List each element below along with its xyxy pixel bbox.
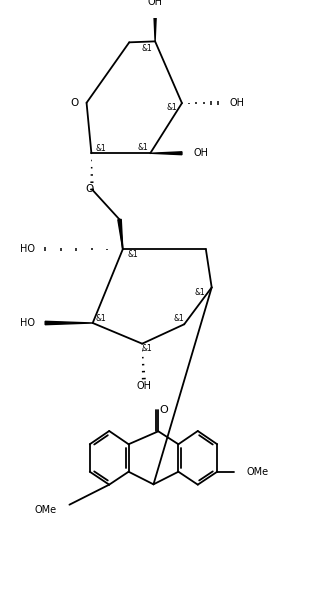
Text: &1: &1 bbox=[174, 314, 185, 323]
Polygon shape bbox=[118, 219, 123, 249]
Text: O: O bbox=[160, 405, 169, 415]
Text: OH: OH bbox=[136, 381, 151, 391]
Text: &1: &1 bbox=[137, 143, 148, 152]
Text: OMe: OMe bbox=[35, 505, 57, 514]
Polygon shape bbox=[150, 152, 182, 155]
Text: &1: &1 bbox=[195, 288, 205, 297]
Text: OMe: OMe bbox=[247, 467, 269, 477]
Text: O: O bbox=[71, 98, 79, 108]
Text: OH: OH bbox=[148, 0, 163, 7]
Text: &1: &1 bbox=[96, 144, 107, 153]
Text: HO: HO bbox=[21, 244, 36, 254]
Text: O: O bbox=[85, 185, 93, 194]
Text: &1: &1 bbox=[167, 104, 178, 113]
Text: &1: &1 bbox=[127, 250, 138, 259]
Polygon shape bbox=[154, 8, 157, 42]
Text: OH: OH bbox=[194, 148, 209, 158]
Text: &1: &1 bbox=[142, 344, 152, 353]
Text: HO: HO bbox=[21, 318, 36, 328]
Text: &1: &1 bbox=[142, 43, 153, 52]
Text: &1: &1 bbox=[95, 314, 106, 323]
Polygon shape bbox=[45, 321, 93, 324]
Text: OH: OH bbox=[230, 98, 245, 108]
